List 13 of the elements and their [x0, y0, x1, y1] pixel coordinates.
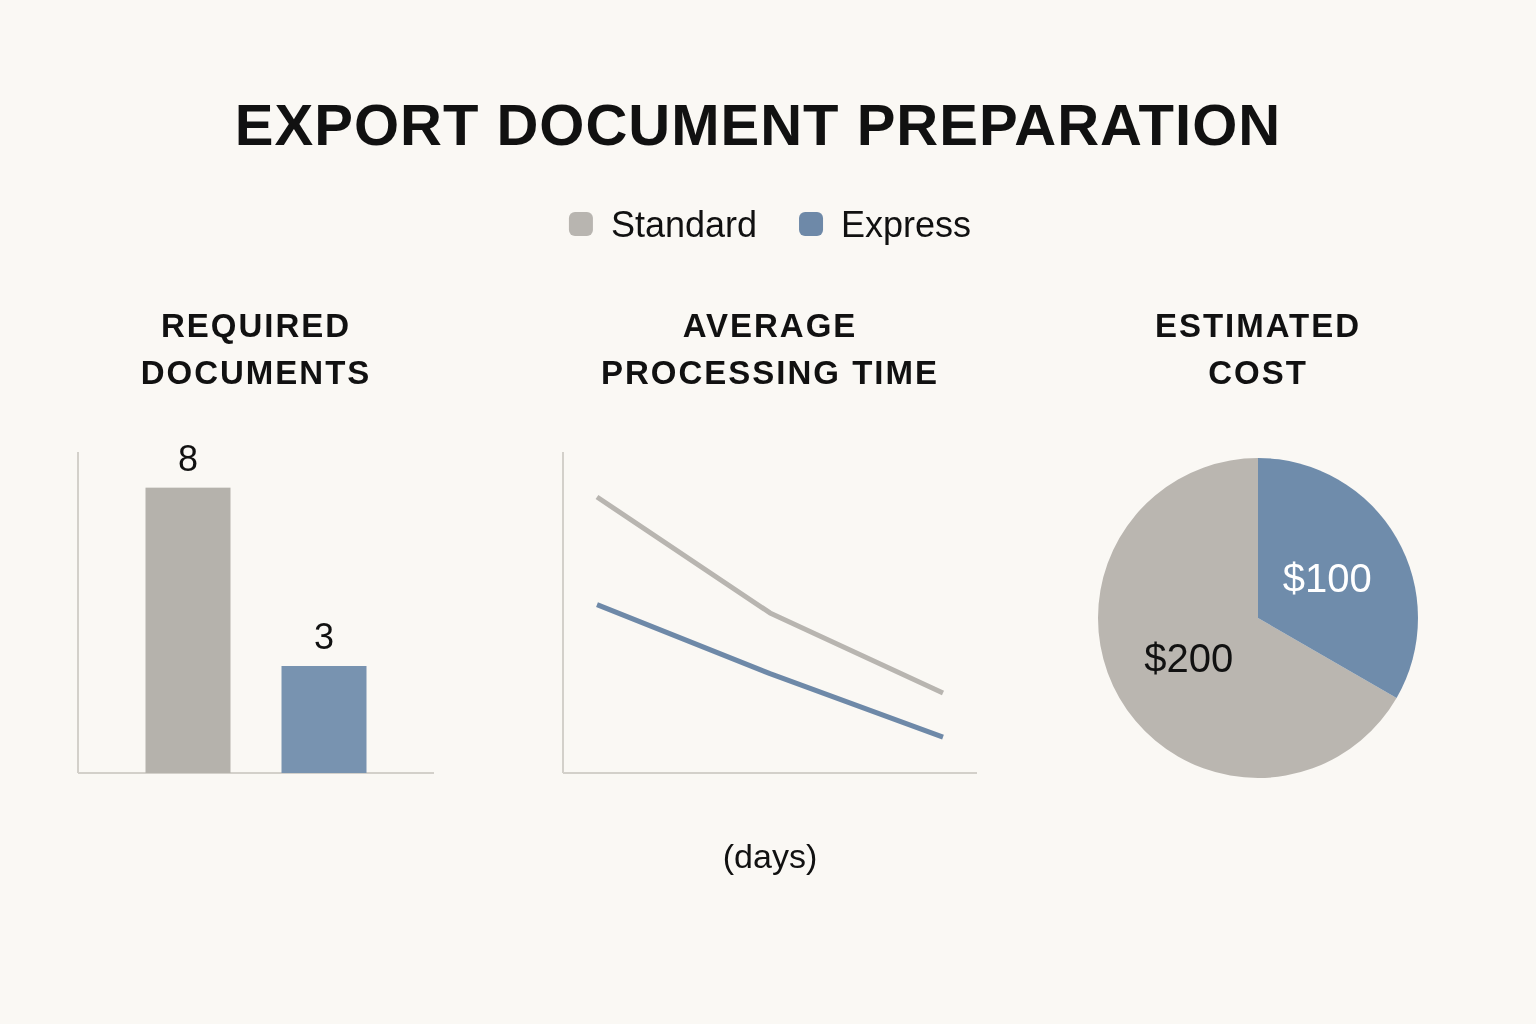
pie-slice	[1098, 458, 1397, 778]
legend-label: Express	[841, 204, 972, 245]
data-label: 3	[313, 616, 335, 657]
x-axis-title: (days)	[722, 837, 818, 875]
data-label: $200	[1144, 636, 1234, 680]
chart-title: ESTIMATED COST	[1154, 307, 1362, 391]
chart-title: AVERAGE PROCESSING TIME	[600, 307, 940, 391]
legend-label: Standard	[610, 204, 758, 245]
chart-title: REQUIRED DOCUMENTS	[140, 307, 372, 391]
pie-slice	[1258, 458, 1418, 698]
data-label: $100	[1282, 556, 1372, 600]
data-label: 8	[177, 437, 199, 479]
text: EXPORT DOCUMENT PREPARATION	[234, 92, 1282, 157]
